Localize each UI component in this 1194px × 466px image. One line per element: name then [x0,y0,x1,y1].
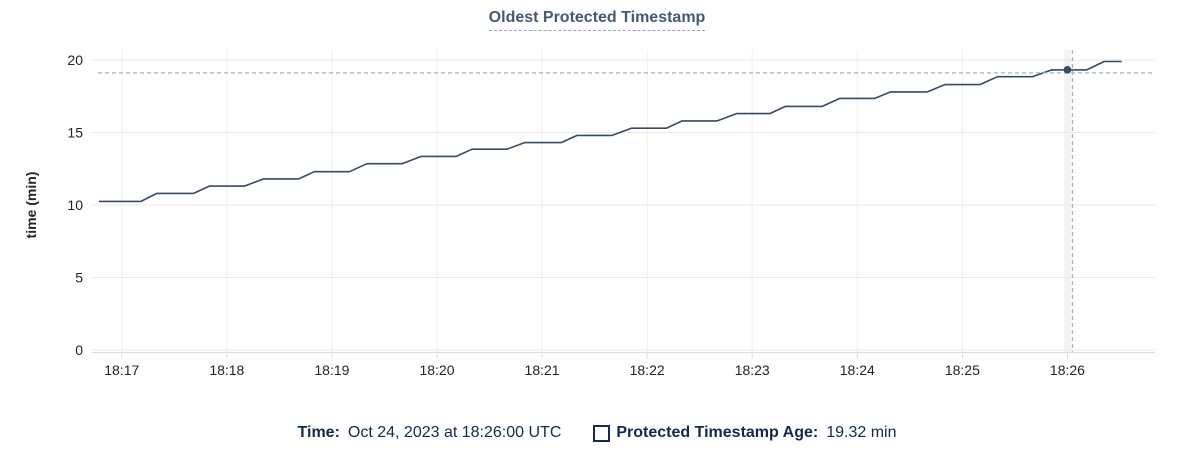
line-chart: 18:17 18:18 18:19 18:20 18:21 18:22 18:23 18:24… [23,45,1155,378]
x-tick-label: 18:18 [209,362,244,378]
x-tick-label: 18:20 [419,362,454,378]
series-toggle[interactable]: Protected Timestamp Age: [593,423,818,443]
x-tick-label: 18:22 [630,362,665,378]
y-axis-title: time (min) [23,172,39,239]
hover-point [1063,66,1072,74]
legend-time-value: Oct 24, 2023 at 18:26:00 UTC [347,424,562,441]
legend-time-label: Time: [297,424,340,441]
legend-series-value: 19.32 min [826,424,897,441]
x-tick-label: 18:17 [104,362,139,378]
series-line [99,60,1122,203]
legend-series-label[interactable]: Protected Timestamp Age: [616,424,819,441]
x-tick-label: 18:26 [1050,362,1085,378]
series-checkbox-icon[interactable] [593,424,611,442]
x-tick-label: 18:19 [314,362,349,378]
chart-title[interactable]: Oldest Protected Timestamp [488,9,706,31]
chart-plot-area[interactable] [92,45,1155,353]
y-tick-label: 10 [67,197,83,213]
y-tick-label: 5 [75,270,83,286]
plot-layers: 18:17 18:18 18:19 18:20 18:21 18:22 18:23 18:24… [67,50,1155,378]
y-tick-label: 0 [75,342,83,358]
chart-title-row: Oldest Protected Timestamp [0,9,1194,31]
x-tick-label: 18:21 [525,362,560,378]
y-tick-label: 15 [67,125,83,141]
chart-legend: Time: Oct 24, 2023 at 18:26:00 UTC Prote… [0,423,1194,443]
y-tick-label: 20 [67,52,83,68]
x-tick-label: 18:25 [945,362,980,378]
x-tick-label: 18:23 [735,362,770,378]
x-tick-label: 18:24 [840,362,875,378]
